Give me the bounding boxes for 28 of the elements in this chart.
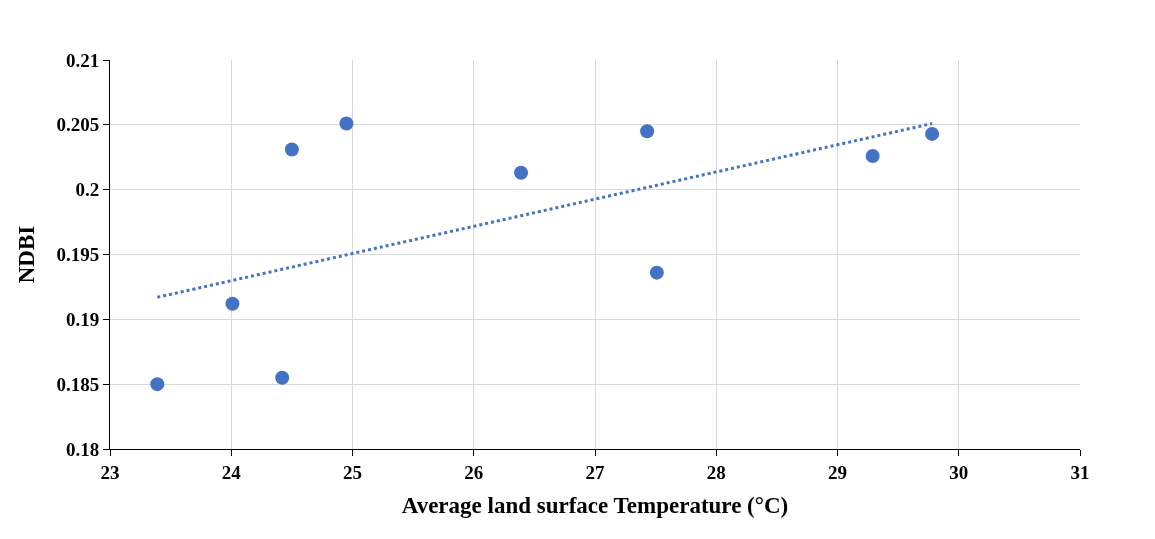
point xyxy=(649,265,664,280)
x-tick-label: 27 xyxy=(585,461,605,483)
y-tick-label: 0.2 xyxy=(75,179,100,201)
x-tick-label: 23 xyxy=(100,461,120,483)
x-tick-label: 28 xyxy=(706,461,726,483)
x-axis-title: Average land surface Temperature (°C) xyxy=(401,493,789,519)
x-tick-label: 25 xyxy=(343,461,362,483)
point xyxy=(865,148,880,163)
point xyxy=(640,124,655,139)
y-tick-label: 0.195 xyxy=(56,244,100,266)
point xyxy=(225,296,240,311)
y-tick-label: 0.205 xyxy=(56,114,100,136)
point xyxy=(925,126,940,141)
x-tick-label: 29 xyxy=(828,461,847,483)
x-tick-label: 31 xyxy=(1070,461,1090,483)
x-tick-label: 26 xyxy=(464,461,484,483)
point xyxy=(275,370,290,385)
x-tick-label: 30 xyxy=(949,461,969,483)
y-tick-label: 0.18 xyxy=(65,438,100,460)
point xyxy=(339,116,354,131)
y-axis-title: NDBI xyxy=(13,225,39,284)
x-tick-label: 24 xyxy=(221,461,242,483)
point xyxy=(284,142,299,157)
y-tick-label: 0.21 xyxy=(65,49,100,71)
y-tick-label: 0.185 xyxy=(56,373,100,395)
point xyxy=(150,377,165,392)
point xyxy=(514,165,529,180)
y-tick-label: 0.19 xyxy=(65,308,100,330)
